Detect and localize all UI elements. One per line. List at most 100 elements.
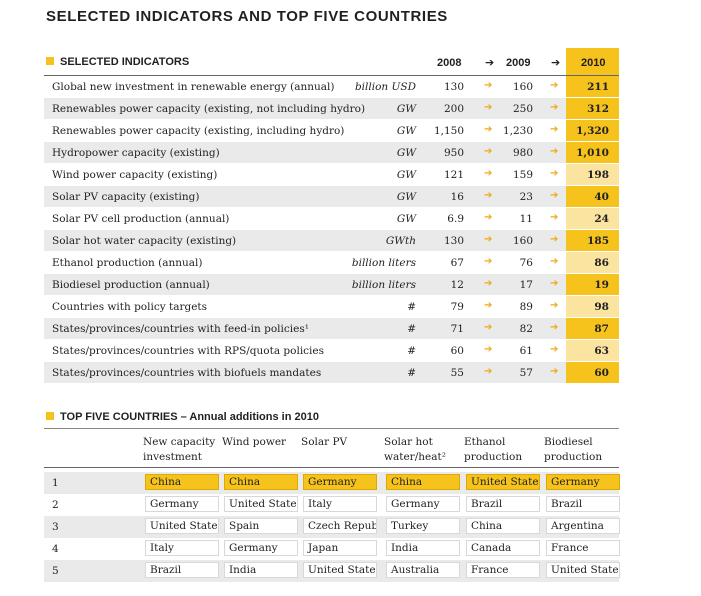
indicator-unit: # bbox=[407, 345, 416, 357]
value-2010-cell: 63 bbox=[566, 340, 619, 361]
indicators-body: Global new investment in renewable energ… bbox=[44, 76, 619, 384]
year-2008-header: 2008 bbox=[437, 57, 462, 69]
country-cell: Brazil bbox=[466, 496, 540, 512]
arrow-right-icon: ➔ bbox=[484, 80, 493, 91]
page-title: SELECTED INDICATORS AND TOP FIVE COUNTRI… bbox=[46, 8, 448, 25]
indicator-unit: GW bbox=[396, 213, 416, 225]
country-cell: India bbox=[386, 540, 460, 556]
arrow-right-icon: ➔ bbox=[550, 80, 559, 91]
value-2009: 980 bbox=[512, 147, 533, 159]
country-cell: India bbox=[224, 562, 298, 578]
indicator-label: Global new investment in renewable energ… bbox=[52, 81, 335, 93]
value-2009: 23 bbox=[519, 191, 533, 203]
rank-number: 1 bbox=[52, 477, 59, 489]
value-2010-cell: 24 bbox=[566, 208, 619, 229]
value-2009: 160 bbox=[512, 81, 533, 93]
indicator-row: States/provinces/countries with biofuels… bbox=[44, 362, 619, 384]
indicator-row: Countries with policy targets #79 ➔ 89 ➔ 98 bbox=[44, 296, 619, 318]
indicator-unit: GW bbox=[396, 191, 416, 203]
column-header-line: Ethanol bbox=[464, 436, 506, 448]
value-2008: 60 bbox=[450, 345, 464, 357]
value-2010: 1,010 bbox=[576, 147, 609, 159]
value-2010-cell: 87 bbox=[566, 318, 619, 339]
indicator-unit: # bbox=[407, 367, 416, 379]
indicator-label: Hydropower capacity (existing) bbox=[52, 147, 220, 159]
country-cell: France bbox=[546, 540, 620, 556]
rank-number: 2 bbox=[52, 499, 59, 511]
indicator-row: Global new investment in renewable energ… bbox=[44, 76, 619, 98]
year-2010-header: 2010 bbox=[581, 57, 606, 69]
value-2008: 12 bbox=[450, 279, 464, 291]
arrow-right-icon: ➔ bbox=[484, 278, 493, 289]
arrow-right-icon: ➔ bbox=[551, 56, 561, 69]
value-2010: 211 bbox=[587, 81, 609, 93]
indicator-label: Solar PV capacity (existing) bbox=[52, 191, 200, 203]
top-five-row: 2 Germany United States Italy Germany Brazil B… bbox=[44, 494, 620, 516]
indicator-label: States/provinces/countries with feed-in … bbox=[52, 323, 309, 335]
indicator-label: States/provinces/countries with biofuels… bbox=[52, 367, 322, 379]
country-cell: Brazil bbox=[546, 496, 620, 512]
value-2009: 1,230 bbox=[502, 125, 533, 137]
top-five-column-header: Biodiesel production bbox=[544, 435, 602, 465]
indicator-row: Biodiesel production (annual) billion lit… bbox=[44, 274, 619, 296]
top-five-column-header: Solar PV bbox=[301, 435, 347, 465]
indicator-label: Biodiesel production (annual) bbox=[52, 279, 210, 291]
arrow-right-icon: ➔ bbox=[484, 168, 493, 179]
value-2008: 1,150 bbox=[433, 125, 464, 137]
country-cell: China bbox=[145, 474, 219, 490]
value-2010-cell: 312 bbox=[566, 98, 619, 119]
indicator-unit: billion USD bbox=[354, 81, 416, 93]
rank-number: 3 bbox=[52, 521, 59, 533]
indicator-label: Countries with policy targets bbox=[52, 301, 208, 313]
value-2010: 60 bbox=[594, 367, 609, 379]
indicator-label: Solar hot water capacity (existing) bbox=[52, 235, 237, 247]
value-2010: 98 bbox=[594, 301, 609, 313]
indicator-unit: GWth bbox=[385, 235, 416, 247]
indicator-label: Ethanol production (annual) bbox=[52, 257, 203, 269]
value-2010-cell: 1,320 bbox=[566, 120, 619, 141]
value-2008: 950 bbox=[443, 147, 464, 159]
value-2009: 82 bbox=[519, 323, 533, 335]
value-2010-cell: 86 bbox=[566, 252, 619, 273]
value-2009: 159 bbox=[512, 169, 533, 181]
top-five-column-header: New capacity investment bbox=[143, 435, 215, 465]
top-five-body: 1 China China Germany China United States Germ… bbox=[44, 468, 620, 588]
country-cell: United States bbox=[466, 474, 540, 490]
indicator-unit: GW bbox=[396, 103, 416, 115]
arrow-right-icon: ➔ bbox=[550, 190, 559, 201]
indicator-row: Hydropower capacity (existing) GW 950 ➔ 980 ➔… bbox=[44, 142, 619, 164]
value-2008: 130 bbox=[443, 81, 464, 93]
arrow-right-icon: ➔ bbox=[484, 146, 493, 157]
arrow-right-icon: ➔ bbox=[550, 344, 559, 355]
arrow-right-icon: ➔ bbox=[484, 322, 493, 333]
value-2009: 89 bbox=[519, 301, 533, 313]
indicator-row: Renewables power capacity (existing, inc… bbox=[44, 120, 619, 142]
country-cell: Argentina bbox=[546, 518, 620, 534]
column-header-line: production bbox=[544, 451, 603, 463]
arrow-right-icon: ➔ bbox=[484, 234, 493, 245]
country-cell: Canada bbox=[466, 540, 540, 556]
year-2009-header: 2009 bbox=[506, 57, 531, 69]
value-2010-cell: 40 bbox=[566, 186, 619, 207]
indicator-unit: GW bbox=[396, 147, 416, 159]
country-cell: Germany bbox=[224, 540, 298, 556]
top-five-table: New capacity investment Wind power Solar PV… bbox=[44, 428, 620, 588]
country-cell: Italy bbox=[303, 496, 377, 512]
indicator-row: Solar hot water capacity (existing) GWth 1… bbox=[44, 230, 619, 252]
country-cell: China bbox=[466, 518, 540, 534]
top-five-column-header: Solar hot water/heat² bbox=[384, 435, 446, 465]
value-2008: 130 bbox=[443, 235, 464, 247]
column-header-line: Solar hot bbox=[384, 436, 433, 448]
country-cell: Germany bbox=[546, 474, 620, 490]
indicator-row: Ethanol production (annual) billion liter… bbox=[44, 252, 619, 274]
value-2009: 57 bbox=[519, 367, 533, 379]
indicator-unit: # bbox=[407, 323, 416, 335]
square-bullet-icon bbox=[46, 57, 54, 65]
top-five-row: 1 China China Germany China United States Germ… bbox=[44, 472, 620, 494]
value-2010-cell: 185 bbox=[566, 230, 619, 251]
country-cell: Spain bbox=[224, 518, 298, 534]
value-2010: 185 bbox=[587, 235, 609, 247]
arrow-right-icon: ➔ bbox=[550, 102, 559, 113]
top-five-row: 4 Italy Germany Japan India Canada France bbox=[44, 538, 620, 560]
top-five-row: 5 Brazil India United States Australia France… bbox=[44, 560, 620, 582]
